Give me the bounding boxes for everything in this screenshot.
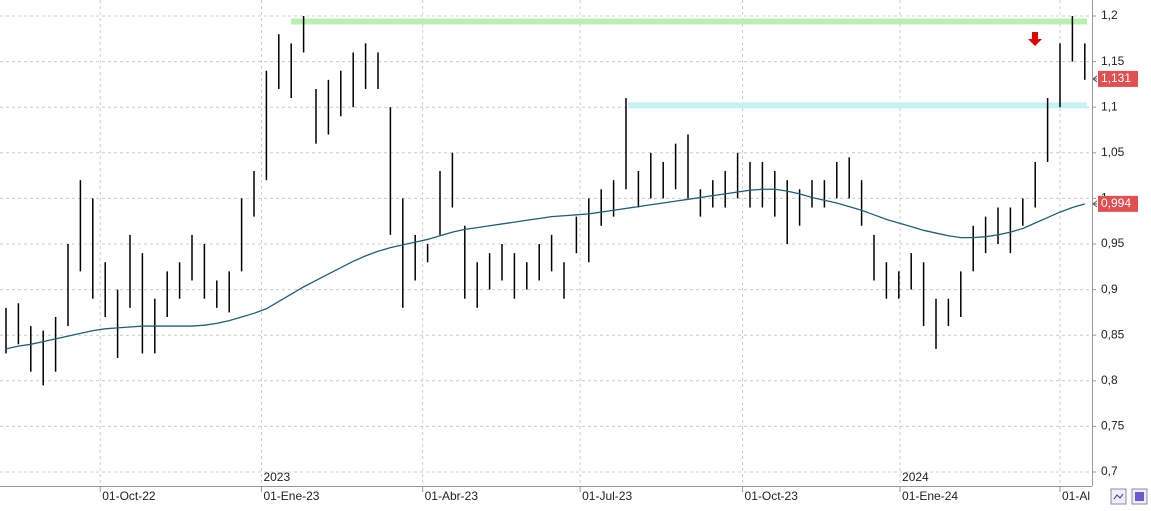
price-pointer bbox=[1092, 200, 1098, 208]
price-pointer bbox=[1092, 75, 1098, 83]
x-tick-label: 01-Abr-23 bbox=[425, 489, 479, 503]
y-tick-label: 0,75 bbox=[1101, 419, 1125, 433]
price-tag bbox=[1098, 195, 1138, 212]
x-tick-label: 01-Oct-22 bbox=[102, 489, 156, 503]
price-tag-label: 1,131 bbox=[1101, 71, 1131, 85]
x-tick-label: 01-Ene-23 bbox=[263, 489, 319, 503]
save-icon bbox=[1135, 492, 1144, 501]
y-tick-label: 1,05 bbox=[1101, 145, 1125, 159]
y-tick-label: 0,9 bbox=[1101, 282, 1118, 296]
y-tick-label: 0,7 bbox=[1101, 464, 1118, 478]
y-tick-label: 0,8 bbox=[1101, 373, 1118, 387]
moving-average bbox=[5, 188, 1085, 350]
zoom-icon bbox=[1113, 493, 1124, 500]
y-tick-label: 0,85 bbox=[1101, 327, 1125, 341]
x-tick-label: 01-Ene-24 bbox=[902, 489, 958, 503]
year-label: 2024 bbox=[902, 470, 929, 484]
y-tick-label: 1,2 bbox=[1101, 8, 1118, 22]
x-tick-label: 01-Al bbox=[1062, 489, 1090, 503]
year-label: 2023 bbox=[263, 470, 290, 484]
y-tick-label: 0,95 bbox=[1101, 236, 1125, 250]
signal-arrow bbox=[1028, 32, 1042, 46]
price-tag-label: 0,994 bbox=[1101, 196, 1131, 210]
y-tick-label: 1,1 bbox=[1101, 99, 1118, 113]
x-tick-label: 01-Jul-23 bbox=[582, 489, 632, 503]
x-tick-label: 01-Oct-23 bbox=[745, 489, 799, 503]
price-tag bbox=[1098, 70, 1138, 87]
y-tick-label: 1,15 bbox=[1101, 54, 1125, 68]
